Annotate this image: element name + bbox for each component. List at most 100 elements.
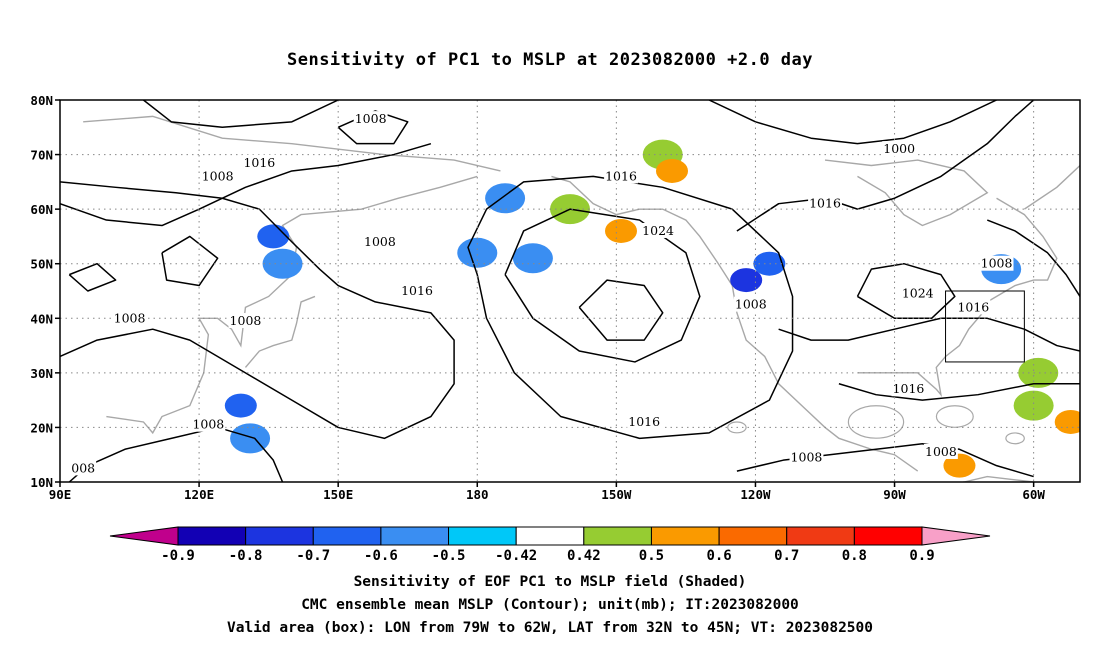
colorbar-label: -0.42 bbox=[495, 548, 537, 564]
coastline bbox=[1023, 164, 1080, 210]
colorbar-label: -0.9 bbox=[161, 548, 195, 564]
chart-title: Sensitivity of PC1 to MSLP at 2023082000… bbox=[286, 50, 813, 70]
contour-label-bg bbox=[882, 141, 917, 157]
contour-label-bg bbox=[924, 443, 958, 459]
sensitivity-patch bbox=[262, 248, 303, 279]
contour-label: 1008 bbox=[735, 297, 767, 312]
coastline bbox=[106, 175, 478, 435]
colorbar-swatch bbox=[718, 526, 788, 546]
lon-label: 120E bbox=[184, 487, 214, 502]
contour-label: 1024 bbox=[642, 223, 674, 238]
lat-label: 80N bbox=[30, 93, 53, 108]
contour-label-bg bbox=[900, 285, 935, 301]
contour-label-bg bbox=[627, 413, 662, 429]
mslp-contour bbox=[838, 383, 1080, 401]
mslp-contour bbox=[60, 181, 455, 440]
contour-label: 1000 bbox=[883, 141, 915, 156]
sensitivity-patch bbox=[485, 183, 526, 214]
island bbox=[847, 405, 905, 439]
colorbar-swatch bbox=[853, 526, 923, 546]
colorbar-swatch bbox=[312, 526, 382, 546]
lon-label: 60W bbox=[1022, 487, 1045, 502]
contour-label-bg bbox=[641, 222, 676, 238]
contour-label-bg bbox=[808, 195, 842, 211]
lat-label: 30N bbox=[30, 366, 53, 381]
colorbar-swatch bbox=[515, 526, 585, 546]
colorbar-label: -0.8 bbox=[229, 548, 263, 564]
colorbar-label: 0.9 bbox=[909, 548, 934, 564]
contour-label: 1008 bbox=[791, 449, 823, 464]
sensitivity-patch bbox=[457, 237, 498, 268]
coastline bbox=[83, 115, 501, 172]
colorbar-extend-low bbox=[109, 526, 179, 546]
valid-area-box bbox=[945, 290, 1025, 363]
contour-label-bg bbox=[400, 283, 434, 298]
contour-label: 1008 bbox=[925, 444, 957, 459]
lat-label: 40N bbox=[30, 311, 53, 326]
contour-label: 1016 bbox=[605, 168, 637, 183]
colorbar-swatch bbox=[448, 526, 517, 546]
contour-label: 1008 bbox=[192, 417, 224, 432]
sensitivity-patch bbox=[512, 243, 553, 274]
contour-label: 1008 bbox=[230, 313, 262, 328]
mslp-contour bbox=[736, 443, 1034, 478]
lat-label: 10N bbox=[30, 475, 53, 490]
sensitivity-patch bbox=[257, 224, 290, 249]
contour-label: 1016 bbox=[628, 414, 660, 429]
contour-label: 1008 bbox=[364, 234, 396, 249]
lon-label: 90W bbox=[883, 487, 906, 502]
mslp-contour bbox=[708, 100, 997, 145]
contour-label: 1008 bbox=[114, 310, 146, 325]
contour-label-bg bbox=[228, 313, 263, 329]
map-plot-area: 1008 1000 1016 1008 1016 1016 1024 1008 1008 1016… bbox=[60, 100, 1080, 482]
lon-label: 180 bbox=[466, 487, 489, 502]
sensitivity-patch bbox=[943, 453, 976, 478]
coastline bbox=[244, 295, 316, 368]
coastline bbox=[824, 159, 989, 227]
coastline bbox=[894, 475, 1037, 482]
sensitivity-patch bbox=[224, 393, 257, 418]
contour-label: 1016 bbox=[243, 155, 275, 170]
colorbar-label: 0.5 bbox=[639, 548, 664, 564]
sensitivity-patch bbox=[605, 218, 637, 243]
mslp-contour bbox=[778, 317, 1080, 352]
colorbar-label: -0.5 bbox=[432, 548, 466, 564]
contour-label-bg bbox=[789, 449, 824, 465]
lat-label: 60N bbox=[30, 202, 53, 217]
caption-shaded: Sensitivity of EOF PC1 to MSLP field (Sh… bbox=[353, 574, 747, 590]
lon-label: 120W bbox=[740, 487, 771, 502]
sensitivity-patch bbox=[1013, 390, 1054, 421]
colorbar-label: 0.7 bbox=[774, 548, 799, 564]
caption-contour: CMC ensemble mean MSLP (Contour); unit(m… bbox=[301, 597, 799, 613]
island bbox=[935, 405, 974, 428]
lon-label: 150W bbox=[601, 487, 632, 502]
contour-label-bg bbox=[112, 310, 147, 326]
island bbox=[1005, 432, 1025, 445]
island bbox=[727, 421, 747, 434]
colorbar-swatch bbox=[177, 526, 247, 546]
colorbar-label: -0.6 bbox=[364, 548, 398, 564]
contour-label: 1008 bbox=[981, 256, 1013, 271]
contour-label-bg bbox=[956, 299, 991, 315]
lon-label: 150E bbox=[323, 487, 353, 502]
contour-label-bg bbox=[242, 154, 277, 170]
sensitivity-patch bbox=[1054, 409, 1080, 434]
mslp-contour bbox=[986, 219, 1080, 297]
contour-label-bg bbox=[979, 255, 1014, 271]
lon-label: 90E bbox=[49, 487, 72, 502]
contour-label: 1024 bbox=[902, 286, 934, 301]
contour-label-bg bbox=[200, 168, 235, 184]
mslp-contour bbox=[68, 262, 117, 292]
contour-label-bg bbox=[604, 168, 638, 184]
colorbar-label: 0.42 bbox=[567, 548, 601, 564]
colorbar-label: -0.7 bbox=[296, 548, 330, 564]
contour-label-bg bbox=[891, 381, 926, 397]
sensitivity-patch bbox=[1018, 357, 1059, 388]
colorbar-swatch bbox=[786, 526, 855, 546]
contour-label: 1016 bbox=[809, 196, 841, 211]
mslp-contour bbox=[142, 100, 339, 129]
mslp-contour bbox=[856, 262, 956, 320]
caption-valid-area: Valid area (box): LON from 79W to 62W, L… bbox=[226, 620, 873, 636]
mslp-contour bbox=[161, 235, 219, 287]
